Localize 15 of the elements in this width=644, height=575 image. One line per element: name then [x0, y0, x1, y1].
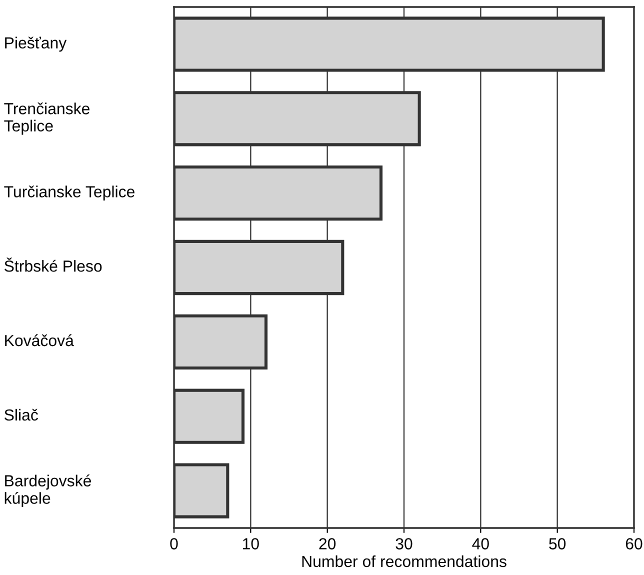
- x-tick-label: 30: [396, 538, 412, 550]
- y-tick-label: Piešťany: [5, 36, 67, 52]
- y-tick-label: Trenčianske Teplice: [4, 102, 90, 135]
- y-tick-label: Kováčová: [5, 334, 74, 346]
- x-tick-label: 40: [472, 538, 489, 550]
- y-tick-label: Turčianske Teplice: [4, 186, 134, 201]
- x-tick-label: 10: [243, 538, 259, 550]
- x-tick-label: 20: [319, 538, 336, 550]
- y-tick-label: Sliač: [4, 408, 38, 421]
- x-tick-label: 0: [170, 538, 178, 550]
- y-tick-label: Bardejovské kúpele: [4, 474, 91, 508]
- y-tick-label: Štrbské Pleso: [4, 258, 102, 272]
- x-tick-label: 60: [626, 538, 642, 550]
- x-axis-title: Number of recommendations: [302, 555, 506, 568]
- x-tick-label: 50: [549, 538, 566, 550]
